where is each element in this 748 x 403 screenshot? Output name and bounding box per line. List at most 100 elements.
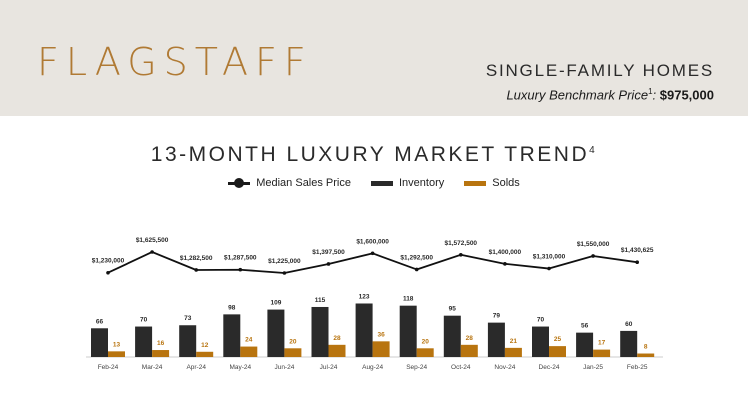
median-price-point: [282, 271, 287, 275]
header-banner: FLAGSTAFF SINGLE-FAMILY HOMES Luxury Ben…: [0, 0, 748, 116]
inventory-data-label: 73: [184, 315, 192, 322]
inventory-bar: [620, 330, 638, 357]
chart-legend: Median Sales Price Inventory Solds: [0, 177, 748, 189]
x-tick-label: Jan-25: [583, 364, 603, 371]
median-price-label: $1,225,000: [268, 258, 301, 265]
inventory-bar: [399, 305, 417, 357]
inventory-data-label: 66: [96, 318, 104, 325]
median-price-label: $1,310,000: [533, 254, 566, 261]
inventory-data-label: 70: [140, 317, 148, 324]
solds-bar: [372, 341, 390, 357]
x-tick-label: Aug-24: [362, 364, 383, 371]
x-tick-label: Mar-24: [142, 364, 163, 371]
inventory-bar: [311, 306, 329, 357]
inventory-data-label: 60: [625, 321, 633, 328]
legend-label-median-price: Median Sales Price: [256, 177, 351, 189]
solds-data-label: 21: [510, 338, 518, 345]
inventory-bar: [91, 328, 108, 357]
inventory-data-label: 79: [493, 313, 501, 320]
solds-data-label: 24: [245, 337, 253, 344]
x-tick-label: Sep-24: [406, 364, 427, 371]
legend-item-median-price: Median Sales Price: [228, 177, 351, 189]
inventory-data-label: 70: [537, 317, 545, 324]
inventory-data-label: 98: [228, 304, 236, 311]
median-price-label: $1,625,500: [136, 237, 169, 244]
chart-title: 13-MONTH LUXURY MARKET TREND4: [0, 143, 748, 167]
solds-bar: [196, 351, 214, 357]
x-tick-label: Jun-24: [274, 364, 294, 371]
inventory-bar: [576, 332, 594, 357]
solds-data-label: 16: [157, 340, 165, 347]
median-price-point: [106, 270, 110, 275]
benchmark-value: $975,000: [659, 87, 714, 103]
inventory-bar: [443, 315, 461, 357]
solds-data-label: 20: [422, 338, 430, 345]
median-price-label: $1,287,500: [224, 255, 257, 262]
legend-inventory-swatch: [371, 180, 393, 186]
legend-label-inventory: Inventory: [399, 177, 445, 189]
solds-bar: [284, 348, 302, 357]
inventory-bar: [487, 322, 505, 357]
solds-bar: [460, 344, 478, 357]
solds-bar: [637, 353, 655, 357]
legend-solds-swatch: [464, 180, 487, 186]
inventory-bar: [179, 325, 197, 357]
city-title: FLAGSTAFF: [37, 40, 313, 84]
legend-item-solds: Solds: [464, 177, 520, 189]
solds-bar: [549, 346, 566, 357]
x-tick-label: Feb-25: [627, 364, 648, 371]
chart-title-text: 13-MONTH LUXURY MARKET TREND: [150, 143, 590, 166]
median-price-label: $1,282,500: [180, 255, 213, 262]
trend-chart: 66 13 Feb-24 70 16 Mar-24 73 12 Apr-24 98 24 May-24…: [86, 237, 663, 371]
property-type: SINGLE-FAMILY HOMES: [485, 61, 714, 80]
solds-data-label: 8: [644, 344, 648, 351]
inventory-bar: [532, 326, 549, 357]
inventory-data-label: 115: [315, 297, 326, 304]
inventory-bar: [223, 314, 241, 357]
median-price-label: $1,430,625: [621, 247, 654, 254]
median-price-point: [635, 260, 639, 265]
legend-item-inventory: Inventory: [371, 177, 444, 189]
solds-bar: [108, 351, 125, 357]
median-price-point: [150, 250, 154, 254]
median-price-label: $1,292,500: [400, 254, 433, 261]
solds-bar: [328, 344, 346, 357]
legend-line-swatch: [228, 178, 251, 188]
legend-label-solds: Solds: [492, 177, 520, 189]
median-price-label: $1,400,000: [489, 249, 522, 256]
median-price-point: [503, 262, 507, 266]
inventory-bar: [267, 309, 285, 357]
inventory-bar: [135, 326, 153, 357]
median-price-point: [414, 267, 419, 272]
median-price-label: $1,572,500: [445, 240, 478, 247]
x-tick-label: Dec-24: [539, 364, 560, 371]
x-tick-label: Oct-24: [451, 364, 471, 371]
chart-title-footnote: 4: [589, 145, 598, 156]
solds-data-label: 12: [201, 342, 209, 349]
solds-bar: [416, 348, 434, 357]
median-price-point: [238, 267, 243, 272]
inventory-data-label: 123: [359, 293, 370, 300]
inventory-data-label: 118: [403, 296, 414, 303]
solds-data-label: 36: [377, 331, 385, 338]
median-price-point: [370, 251, 375, 256]
inventory-data-label: 95: [449, 306, 457, 313]
inventory-bar: [355, 303, 373, 357]
benchmark-footnote: 1: [648, 87, 653, 96]
x-tick-label: May-24: [229, 364, 251, 371]
median-price-point: [459, 252, 463, 257]
median-price-point: [194, 268, 198, 272]
x-tick-label: Feb-24: [98, 364, 119, 371]
x-tick-label: Apr-24: [186, 364, 206, 371]
median-price-label: $1,600,000: [356, 238, 389, 245]
x-tick-label: Jul-24: [320, 364, 338, 371]
inventory-data-label: 109: [270, 300, 281, 307]
median-price-point: [326, 262, 331, 266]
median-price-point: [591, 254, 595, 258]
solds-data-label: 25: [554, 336, 562, 343]
median-price-label: $1,550,000: [577, 241, 610, 248]
x-tick-label: Nov-24: [494, 364, 515, 371]
benchmark-label: Luxury Benchmark Price: [506, 87, 649, 103]
solds-data-label: 28: [466, 335, 474, 342]
solds-data-label: 20: [289, 338, 297, 345]
